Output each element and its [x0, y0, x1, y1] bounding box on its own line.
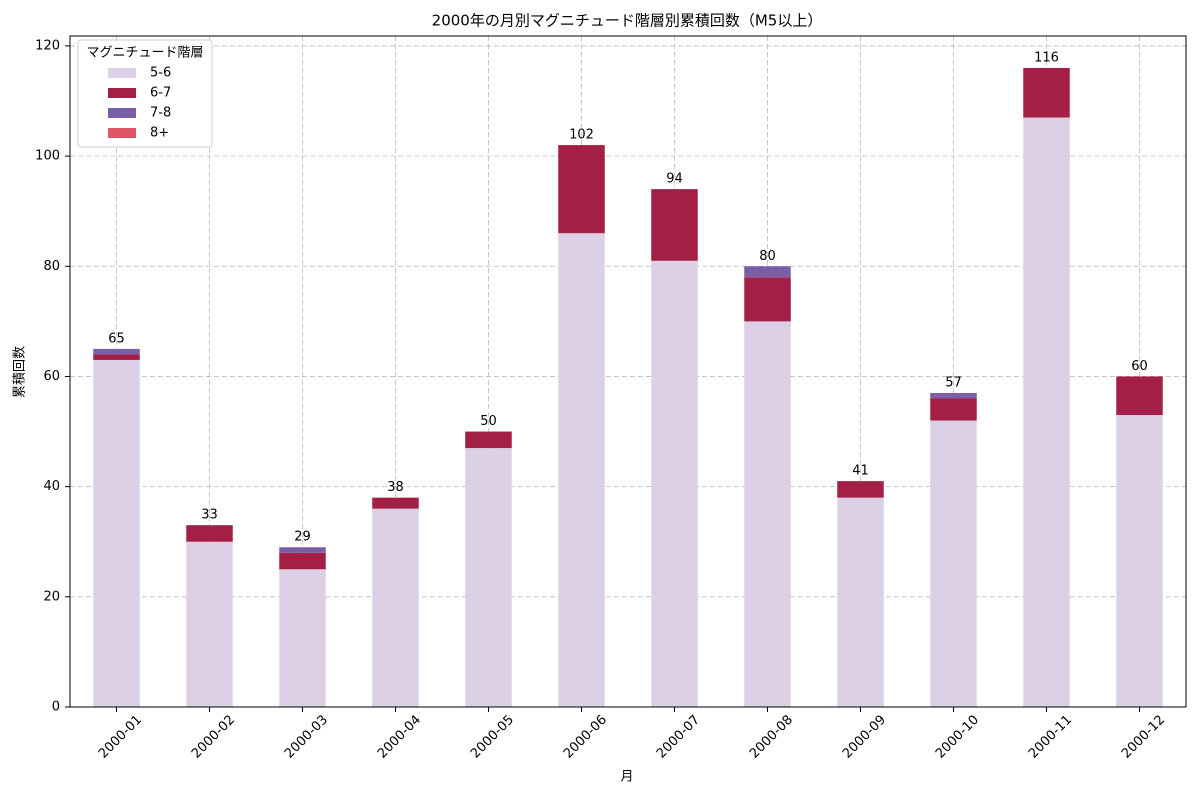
legend-label: 6-7 [150, 86, 171, 101]
bar-segment [465, 448, 512, 707]
y-tick-label: 80 [43, 259, 60, 274]
total-label: 65 [108, 331, 125, 346]
bar-segment [651, 189, 698, 261]
legend-label: 5-6 [150, 66, 171, 81]
bar-segment [744, 277, 791, 322]
bar-segment [1023, 117, 1070, 707]
legend-title: マグニチュード階層 [86, 46, 203, 61]
bar-segment [930, 392, 977, 399]
bar-segment [837, 481, 884, 498]
legend-label: 7-8 [150, 106, 171, 121]
total-label: 33 [201, 508, 218, 523]
bar-segment [837, 497, 884, 707]
y-tick-label: 120 [35, 38, 60, 53]
bar-segment [279, 552, 326, 570]
total-label: 57 [945, 375, 962, 390]
legend-swatch [108, 128, 136, 138]
bar-segment [372, 508, 419, 707]
total-label: 94 [666, 172, 683, 187]
bar-segment [1116, 415, 1163, 707]
bar-segment [930, 420, 977, 707]
bar-segment [558, 145, 605, 234]
bar-segment [186, 541, 233, 707]
total-label: 80 [759, 249, 776, 264]
bar-segment [930, 398, 977, 421]
bar-segment [186, 525, 233, 542]
bar-segment [93, 354, 140, 360]
legend-swatch [108, 68, 136, 78]
bar-segment [372, 497, 419, 509]
bar-segment [465, 431, 512, 449]
bar-segment [744, 321, 791, 707]
bar-segment [651, 260, 698, 707]
legend-label: 8+ [150, 126, 169, 141]
x-axis-label: 月 [620, 770, 633, 785]
total-label: 50 [480, 414, 497, 429]
bar-segment [1023, 67, 1070, 118]
total-label: 29 [294, 530, 311, 545]
bar-segment [744, 266, 791, 278]
bar-segment [93, 359, 140, 707]
total-label: 60 [1131, 359, 1148, 374]
y-tick-label: 100 [35, 149, 60, 164]
y-tick-label: 0 [52, 700, 60, 715]
legend-swatch [108, 108, 136, 118]
chart-title: 2000年の月別マグニチュード階層別累積回数（M5以上） [432, 12, 823, 30]
legend-swatch [108, 88, 136, 98]
y-tick-label: 20 [43, 589, 60, 604]
bar-segment [279, 569, 326, 707]
total-label: 41 [852, 464, 869, 479]
total-label: 38 [387, 480, 404, 495]
y-tick-label: 60 [43, 369, 60, 384]
bar-segment [93, 348, 140, 355]
plot-frame [69, 35, 1187, 708]
y-axis-label: 累積回数 [13, 346, 28, 398]
total-label: 102 [569, 128, 594, 143]
y-tick-label: 40 [43, 479, 60, 494]
legend-box [77, 39, 213, 148]
total-label: 116 [1034, 50, 1059, 65]
bar-segment [558, 233, 605, 707]
bar-segment [1116, 376, 1163, 416]
bar-segment [279, 547, 326, 553]
